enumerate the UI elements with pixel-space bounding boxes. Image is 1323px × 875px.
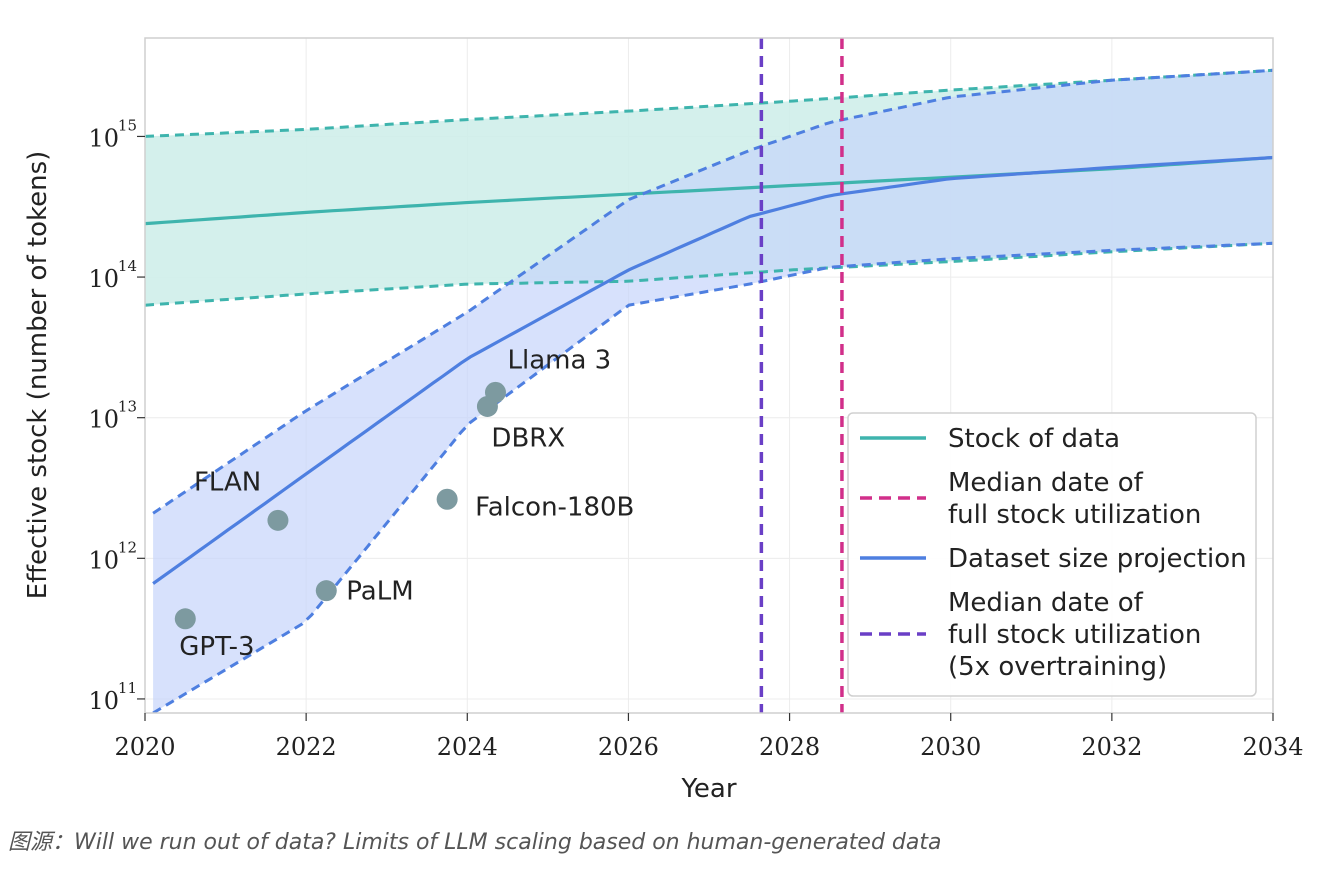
stock-lower-bound-line xyxy=(145,241,1273,307)
projection-upper-bound-line xyxy=(152,68,1273,515)
x-axis-label: Year xyxy=(680,774,736,804)
x-axis-ticks: 2020 2022 2024 2026 2028 2030 2032 2034 xyxy=(114,713,1304,761)
legend-label: (5x overtraining) xyxy=(948,652,1167,682)
model-point-palm xyxy=(315,580,337,602)
y-tick-exponent: 11 xyxy=(118,679,137,697)
figure-caption: 图源：Will we run out of data? Limits of LL… xyxy=(8,830,942,855)
model-label: DBRX xyxy=(491,423,565,453)
legend-box xyxy=(847,412,1257,697)
y-tick-label: 10 xyxy=(88,265,119,293)
legend-label: Stock of data xyxy=(948,424,1120,454)
model-label: Llama 3 xyxy=(507,345,611,375)
model-label: FLAN xyxy=(194,467,261,497)
projection-confidence-band xyxy=(153,70,1273,713)
x-tick-label: 2032 xyxy=(1081,733,1142,761)
y-axis-label: Effective stock (number of tokens) xyxy=(23,151,53,600)
x-tick-label: 2024 xyxy=(437,733,498,761)
x-tick-label: 2022 xyxy=(276,733,337,761)
y-tick-exponent: 15 xyxy=(118,116,137,134)
model-point-llama-3 xyxy=(484,381,506,403)
model-point-falcon-180b xyxy=(436,488,458,510)
y-tick-exponent: 12 xyxy=(118,538,137,556)
x-tick-label: 2028 xyxy=(759,733,820,761)
legend-label: Dataset size projection xyxy=(948,544,1247,574)
x-tick-label: 2020 xyxy=(114,733,175,761)
x-tick-label: 2026 xyxy=(598,733,659,761)
model-label: Falcon-180B xyxy=(475,492,634,522)
model-point-flan xyxy=(267,509,289,531)
x-tick-label: 2034 xyxy=(1242,733,1303,761)
y-tick-label: 10 xyxy=(88,546,119,574)
y-tick-label: 10 xyxy=(88,687,119,715)
stock-upper-bound-line xyxy=(145,68,1273,138)
model-label: GPT-3 xyxy=(179,632,254,662)
y-tick-exponent: 14 xyxy=(118,257,137,275)
projection-lower-bound-line xyxy=(152,241,1273,713)
legend-label: full stock utilization xyxy=(948,500,1201,530)
y-tick-label: 10 xyxy=(88,406,119,434)
plot-frame xyxy=(144,37,1274,714)
median-date-lines xyxy=(759,38,844,713)
y-tick-exponent: 13 xyxy=(118,398,137,416)
confidence-bands xyxy=(145,70,1273,713)
model-label: PaLM xyxy=(346,577,413,607)
model-points: GPT-3 FLAN PaLM Falcon-180B DBRX Llama 3 xyxy=(174,345,634,662)
legend-label: Median date of xyxy=(948,588,1144,618)
chart: GPT-3 FLAN PaLM Falcon-180B DBRX Llama 3 2020… xyxy=(23,37,1304,804)
model-point-gpt-3 xyxy=(174,608,196,630)
legend-label: Median date of xyxy=(948,468,1144,498)
x-tick-label: 2030 xyxy=(920,733,981,761)
y-tick-label: 10 xyxy=(88,124,119,152)
series-lines xyxy=(145,68,1273,713)
legend-label: full stock utilization xyxy=(948,620,1201,650)
dataset-size-projection-line xyxy=(152,155,1273,585)
